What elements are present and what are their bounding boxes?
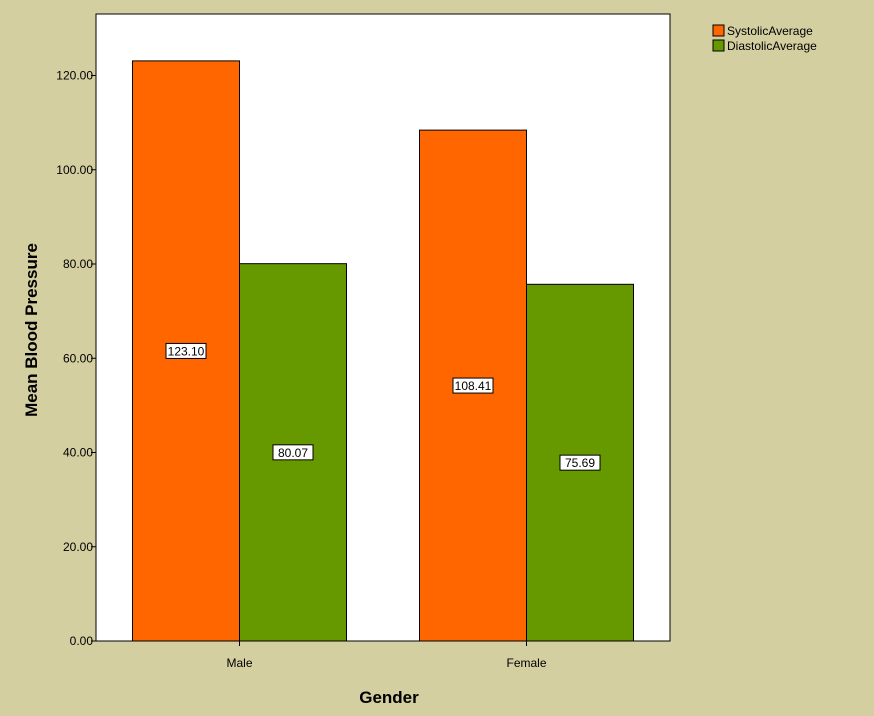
x-axis-title: Gender bbox=[359, 688, 419, 707]
data-label: 75.69 bbox=[565, 456, 595, 470]
data-labels-layer: 123.10 80.07 108.41 75.69 bbox=[165, 342, 601, 471]
y-tick-label: 20.00 bbox=[63, 540, 93, 554]
x-tick-label: Female bbox=[506, 656, 546, 670]
data-label: 123.10 bbox=[168, 344, 205, 358]
x-ticks-layer: Male Female bbox=[226, 641, 547, 670]
y-tick-label: 40.00 bbox=[63, 446, 93, 460]
y-axis-title: Mean Blood Pressure bbox=[22, 243, 41, 417]
legend-swatch bbox=[712, 24, 725, 37]
y-tick-label: 0.00 bbox=[70, 634, 94, 648]
data-label: 108.41 bbox=[455, 379, 492, 393]
legend-label: SystolicAverage bbox=[727, 24, 813, 38]
y-tick-label: 120.00 bbox=[56, 69, 93, 83]
data-label: 80.07 bbox=[278, 446, 308, 460]
data-label-box bbox=[559, 454, 601, 471]
data-label-box bbox=[165, 342, 207, 359]
legend-label: DiastolicAverage bbox=[727, 39, 817, 53]
data-label-box bbox=[452, 377, 494, 394]
data-label-box bbox=[272, 444, 314, 461]
y-tick-label: 80.00 bbox=[63, 257, 93, 271]
legend-swatch bbox=[712, 39, 725, 52]
y-ticks-layer: 0.00 20.00 40.00 60.00 80.00 100.00 120.00 bbox=[56, 69, 96, 648]
x-tick-label: Male bbox=[226, 656, 252, 670]
y-tick-label: 100.00 bbox=[56, 163, 93, 177]
y-tick-label: 60.00 bbox=[63, 351, 93, 365]
